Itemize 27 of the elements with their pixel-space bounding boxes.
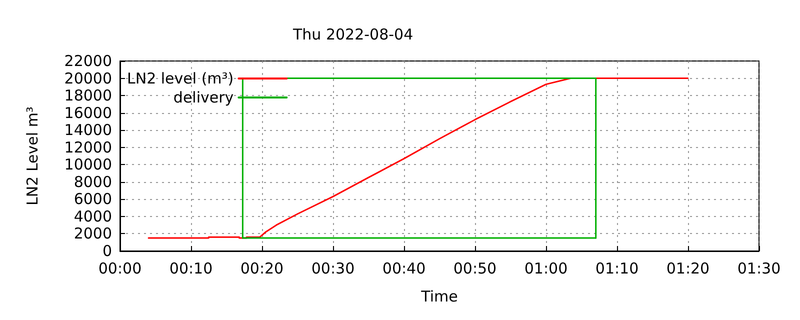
legend-label: delivery <box>173 88 234 106</box>
x-tick-label: 01:10 <box>595 260 639 278</box>
x-axis-title: Time <box>420 288 458 306</box>
x-tick-label: 01:00 <box>524 260 568 278</box>
y-tick-label: 6000 <box>74 190 112 208</box>
x-tick-label: 00:00 <box>98 260 142 278</box>
x-tick-label: 00:30 <box>311 260 355 278</box>
chart-title: Thu 2022-08-04 <box>292 26 414 44</box>
y-tick-label: 0 <box>102 242 112 260</box>
y-tick-label: 8000 <box>74 172 112 191</box>
y-tick-label: 12000 <box>64 138 112 156</box>
x-tick-label: 00:40 <box>382 260 426 278</box>
y-tick-label: 14000 <box>64 121 112 140</box>
y-axis-title: LN2 Level m³ <box>24 106 42 206</box>
legend-label: LN2 level (m³) <box>127 70 234 88</box>
y-tick-label: 10000 <box>64 156 112 174</box>
y-tick-label: 18000 <box>64 86 112 105</box>
y-tick-label: 16000 <box>64 104 112 122</box>
x-tick-label: 00:20 <box>240 260 284 278</box>
x-tick-label: 01:20 <box>666 260 710 278</box>
x-tick-label: 00:10 <box>169 260 213 278</box>
y-tick-label: 4000 <box>74 207 112 226</box>
y-tick-label: 22000 <box>64 52 112 70</box>
x-tick-label: 00:50 <box>453 260 497 278</box>
y-tick-label: 20000 <box>64 69 112 88</box>
y-tick-label: 2000 <box>74 224 112 243</box>
x-tick-label: 01:30 <box>737 260 781 278</box>
